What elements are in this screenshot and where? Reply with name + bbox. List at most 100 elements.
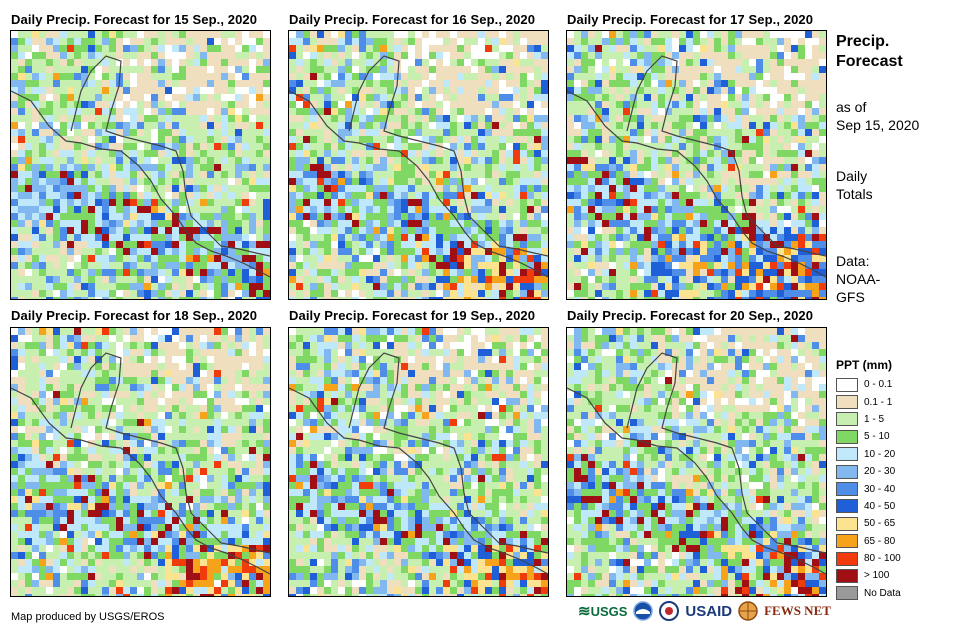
precip-cell: [408, 255, 415, 262]
precip-cell: [221, 45, 228, 52]
precip-cell: [373, 38, 380, 45]
precip-cell: [700, 87, 707, 94]
precip-cell: [373, 262, 380, 269]
precip-cell: [693, 94, 700, 101]
precip-cell: [310, 199, 317, 206]
precip-cell: [798, 290, 805, 297]
precip-cell: [207, 255, 214, 262]
precip-cell: [179, 276, 186, 283]
precip-cell: [123, 206, 130, 213]
precip-cell: [256, 192, 263, 199]
precip-cell: [763, 150, 770, 157]
precip-cell: [130, 220, 137, 227]
precip-cell: [331, 199, 338, 206]
precip-cell: [235, 419, 242, 426]
precip-cell: [679, 157, 686, 164]
precip-cell: [658, 129, 665, 136]
precip-cell: [359, 227, 366, 234]
precip-cell: [595, 227, 602, 234]
precip-cell: [401, 73, 408, 80]
precip-cell: [499, 129, 506, 136]
precip-cell: [527, 73, 534, 80]
precip-cell: [443, 38, 450, 45]
precip-cell: [735, 206, 742, 213]
precip-cell: [296, 185, 303, 192]
precip-cell: [422, 206, 429, 213]
precip-cell: [721, 150, 728, 157]
precip-cell: [520, 178, 527, 185]
precip-cell: [95, 192, 102, 199]
precip-cell: [193, 241, 200, 248]
precip-cell: [123, 405, 130, 412]
precip-cell: [770, 283, 777, 290]
precip-cell: [25, 59, 32, 66]
precip-cell: [513, 206, 520, 213]
precip-cell: [443, 150, 450, 157]
precip-cell: [791, 192, 798, 199]
precip-cell: [693, 115, 700, 122]
precip-cell: [616, 101, 623, 108]
precip-cell: [812, 38, 819, 45]
precip-cell: [242, 101, 249, 108]
precip-cell: [651, 241, 658, 248]
precip-cell: [581, 234, 588, 241]
precip-cell: [805, 122, 812, 129]
precip-cell: [422, 213, 429, 220]
precip-cell: [32, 185, 39, 192]
panel-title-6: Daily Precip. Forecast for 20 Sep., 2020: [567, 308, 814, 323]
precip-cell: [819, 220, 826, 227]
precip-cell: [623, 150, 630, 157]
precip-cell: [478, 136, 485, 143]
precip-cell: [228, 150, 235, 157]
precip-cell: [123, 335, 130, 342]
precip-cell: [81, 45, 88, 52]
precip-cell: [256, 101, 263, 108]
precip-cell: [235, 108, 242, 115]
precip-cell: [658, 297, 665, 299]
precip-cell: [158, 171, 165, 178]
precip-cell: [263, 129, 270, 136]
precip-cell: [81, 31, 88, 38]
precip-cell: [714, 269, 721, 276]
precip-cell: [588, 171, 595, 178]
precip-cell: [401, 234, 408, 241]
precip-cell: [303, 297, 310, 299]
precip-cell: [581, 297, 588, 299]
precip-cell: [672, 290, 679, 297]
precip-cell: [123, 391, 130, 398]
precip-cell: [228, 370, 235, 377]
precip-cell: [721, 45, 728, 52]
precip-cell: [137, 377, 144, 384]
precip-cell: [527, 297, 534, 299]
precip-cell: [700, 234, 707, 241]
precip-cell: [471, 178, 478, 185]
precip-cell: [214, 80, 221, 87]
precip-cell: [39, 178, 46, 185]
precip-cell: [303, 87, 310, 94]
precip-cell: [679, 255, 686, 262]
precip-cell: [74, 129, 81, 136]
precip-cell: [289, 269, 296, 276]
precip-cell: [74, 234, 81, 241]
precip-cell: [478, 52, 485, 59]
precip-cell: [102, 349, 109, 356]
precip-cell: [331, 234, 338, 241]
precip-cell: [443, 129, 450, 136]
precip-cell: [193, 52, 200, 59]
precip-cell: [102, 115, 109, 122]
precip-cell: [422, 87, 429, 94]
precip-cell: [158, 349, 165, 356]
precip-cell: [193, 269, 200, 276]
precip-cell: [18, 178, 25, 185]
precip-cell: [380, 248, 387, 255]
precip-cell: [805, 38, 812, 45]
precip-cell: [172, 136, 179, 143]
precip-cell: [158, 52, 165, 59]
precip-cell: [644, 164, 651, 171]
precip-cell: [67, 115, 74, 122]
precip-cell: [644, 122, 651, 129]
precip-cell: [644, 115, 651, 122]
precip-cell: [520, 255, 527, 262]
precip-cell: [721, 255, 728, 262]
precip-cell: [499, 199, 506, 206]
